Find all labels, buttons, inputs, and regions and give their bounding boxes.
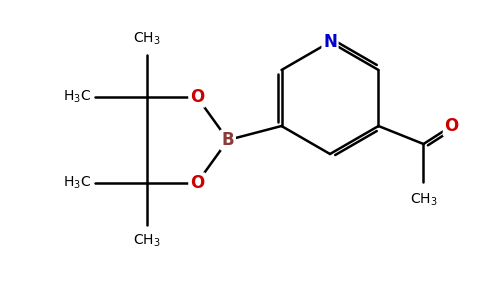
Text: H$_3$C: H$_3$C [63, 89, 91, 105]
Text: CH$_3$: CH$_3$ [409, 192, 438, 208]
Text: H$_3$C: H$_3$C [63, 175, 91, 191]
Text: B: B [222, 131, 234, 149]
Text: O: O [190, 88, 204, 106]
Text: O: O [190, 174, 204, 192]
Text: O: O [444, 117, 459, 135]
Text: N: N [323, 33, 337, 51]
Text: CH$_3$: CH$_3$ [133, 233, 161, 249]
Text: CH$_3$: CH$_3$ [133, 31, 161, 47]
